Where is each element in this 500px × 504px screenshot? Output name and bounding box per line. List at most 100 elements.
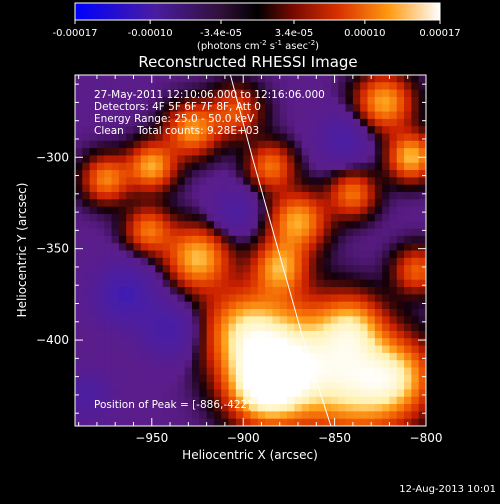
heatmap-cell — [272, 140, 281, 149]
heatmap-cell — [118, 279, 127, 288]
heatmap-cell — [309, 396, 317, 405]
heatmap-cell — [345, 345, 354, 354]
peak-position-label: Position of Peak = [-886,-422] — [94, 399, 251, 411]
heatmap-cell — [389, 170, 398, 178]
heatmap-cell — [294, 360, 303, 369]
heatmap-cell — [89, 389, 98, 398]
heatmap-cell — [82, 184, 91, 193]
heatmap-cell — [309, 338, 317, 347]
heatmap-cell — [162, 309, 171, 317]
heatmap-cell — [250, 104, 259, 113]
heatmap-cell — [345, 199, 354, 208]
heatmap-cell — [184, 118, 193, 127]
heatmap-cell — [192, 89, 200, 98]
heatmap-cell — [360, 316, 369, 325]
heatmap-cell — [96, 170, 105, 178]
heatmap-cell — [148, 170, 157, 178]
heatmap-cell — [192, 404, 200, 412]
heatmap-cell — [404, 250, 412, 259]
heatmap-cell — [367, 396, 376, 405]
heatmap-cell — [272, 382, 281, 391]
heatmap-cell — [316, 235, 325, 244]
heatmap-cell — [170, 184, 178, 193]
heatmap-cell — [257, 111, 266, 120]
heatmap-cell — [287, 265, 295, 274]
colorbar-ticks: -0.00017 -0.00010 -3.4e-05 3.4e-05 0.00010 0.… — [53, 20, 461, 39]
heatmap-cell — [104, 184, 113, 193]
heatmap-cell — [323, 162, 332, 171]
heatmap-cell — [396, 148, 405, 157]
heatmap-cell — [170, 272, 178, 281]
heatmap-cell — [272, 404, 281, 412]
heatmap-cell — [316, 192, 325, 200]
heatmap-cell — [287, 89, 295, 98]
heatmap-cell — [199, 404, 208, 412]
heatmap-cell — [323, 265, 332, 274]
heatmap-cell — [294, 192, 303, 200]
heatmap-cell — [111, 184, 120, 193]
heatmap-cell — [126, 133, 135, 142]
heatmap-cell — [228, 228, 237, 237]
heatmap-cell — [111, 352, 120, 361]
heatmap-cell — [352, 250, 361, 259]
heatmap-cell — [294, 228, 303, 237]
heatmap-cell — [111, 213, 120, 222]
heatmap-cell — [206, 89, 215, 98]
heatmap-cell — [265, 374, 274, 383]
heatmap-cell — [352, 140, 361, 149]
heatmap-cell — [199, 104, 208, 113]
heatmap-cell — [316, 330, 325, 339]
heatmap-cell — [221, 162, 230, 171]
heatmap-cell — [301, 228, 310, 237]
heatmap-cell — [309, 418, 317, 426]
heatmap-cell — [323, 309, 332, 317]
heatmap-cell — [345, 148, 354, 157]
heatmap-cell — [396, 155, 405, 164]
heatmap-cell — [330, 396, 339, 405]
heatmap-cell — [367, 316, 376, 325]
heatmap-cell — [360, 272, 369, 281]
heatmap-cell — [235, 228, 244, 237]
heatmap-cell — [213, 82, 222, 91]
heatmap-cell — [192, 184, 200, 193]
heatmap-cell — [170, 82, 178, 91]
heatmap-cell — [352, 155, 361, 164]
heatmap-cell — [89, 126, 98, 135]
heatmap-cell — [192, 382, 200, 391]
heatmap-cell — [82, 199, 91, 208]
heatmap-cell — [140, 243, 149, 252]
heatmap-cell — [345, 352, 354, 361]
heatmap-cell — [360, 155, 369, 164]
heatmap-cell — [250, 301, 259, 310]
heatmap-cell — [206, 111, 215, 120]
heatmap-cell — [213, 418, 222, 426]
heatmap-cell — [104, 316, 113, 325]
heatmap-cell — [389, 301, 398, 310]
heatmap-cell — [199, 323, 208, 332]
info-detectors: Detectors: 4F 5F 6F 7F 8F, Att 0 — [94, 101, 261, 113]
heatmap-cell — [155, 279, 164, 288]
heatmap-cell — [330, 389, 339, 398]
heatmap-cell — [330, 265, 339, 274]
heatmap-cell — [367, 126, 376, 135]
heatmap-cell — [170, 221, 178, 230]
heatmap-cell — [170, 323, 178, 332]
heatmap-cell — [126, 418, 135, 426]
heatmap-cell — [272, 213, 281, 222]
heatmap-cell — [279, 287, 288, 295]
heatmap-cell — [411, 199, 420, 208]
heatmap-cell — [206, 389, 215, 398]
heatmap-cell — [162, 382, 171, 391]
heatmap-cell — [75, 330, 83, 339]
heatmap-cell — [382, 104, 391, 113]
heatmap-cell — [338, 418, 347, 426]
heatmap-cell — [360, 250, 369, 259]
heatmap-cell — [140, 404, 149, 412]
heatmap-cell — [272, 177, 281, 186]
heatmap-cell — [396, 360, 405, 369]
heatmap-cell — [89, 192, 98, 200]
heatmap-cell — [382, 389, 391, 398]
heatmap-cell — [192, 265, 200, 274]
heatmap-cell — [111, 411, 120, 420]
heatmap-cell — [213, 367, 222, 376]
